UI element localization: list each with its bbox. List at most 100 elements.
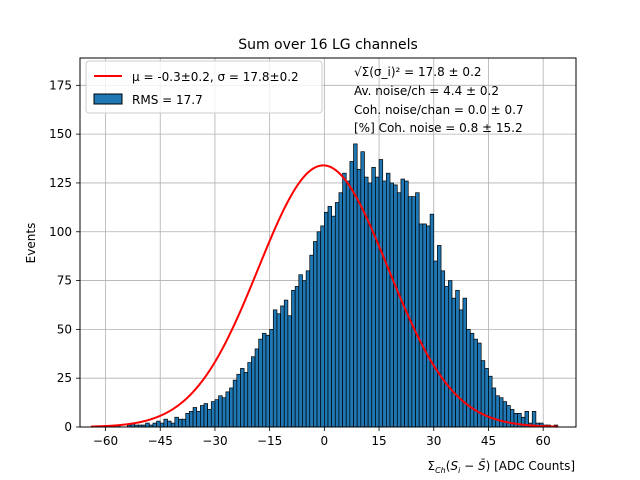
y-tick-label: 150 — [49, 127, 72, 141]
x-axis-ticks: −60 −45 −30 −15 0 15 30 45 60 — [93, 427, 551, 448]
histogram-bar — [334, 202, 340, 428]
histogram-bar — [218, 395, 223, 428]
y-tick-label: 175 — [49, 78, 72, 92]
histogram-bar — [305, 270, 311, 428]
histogram-bar — [232, 379, 238, 428]
histogram-bar — [360, 151, 365, 428]
x-tick-label: −30 — [202, 434, 227, 448]
x-axis-label: ΣCh(Si − S̄) [ADC Counts] — [428, 459, 576, 475]
histogram-bar — [353, 143, 358, 428]
x-tick-label: −15 — [257, 434, 282, 448]
legend: μ = -0.3±0.2, σ = 17.8±0.2 RMS = 17.7 — [85, 60, 323, 114]
annotation-average-noise: Av. noise/ch = 4.4 ± 0.2 — [354, 84, 499, 98]
histogram-bar — [469, 332, 475, 428]
histogram-bar — [477, 342, 482, 428]
histogram-bar — [396, 192, 402, 428]
histogram-bar — [440, 270, 446, 428]
histogram-bar — [272, 309, 278, 428]
histogram-bar — [240, 368, 245, 428]
y-tick-label: 0 — [64, 420, 72, 434]
histogram-bar — [426, 225, 431, 428]
histogram-bar — [316, 231, 322, 428]
histogram-bar — [320, 225, 325, 428]
histogram-bar — [229, 387, 234, 428]
histogram-bar — [174, 416, 179, 428]
histogram-bars — [116, 143, 559, 428]
histogram-bar — [437, 245, 442, 428]
annotation-block: √Σ(σ_i)² = 17.8 ± 0.2 Av. noise/ch = 4.4… — [354, 65, 524, 135]
histogram-bar — [207, 409, 212, 428]
histogram-bar — [247, 362, 252, 428]
histogram-bar — [167, 420, 172, 428]
histogram-bar — [455, 289, 460, 428]
histogram-bar — [225, 391, 230, 428]
histogram-bar — [200, 405, 205, 428]
x-tick-label: 15 — [371, 434, 386, 448]
histogram-bar — [411, 196, 416, 428]
histogram-bar — [356, 168, 362, 428]
histogram-bar — [294, 286, 300, 428]
plot-area: −60 −45 −30 −15 0 15 30 45 60 0 25 50 75 100 125 150 17… — [49, 57, 577, 448]
histogram-bar — [243, 371, 249, 428]
histogram-bar — [170, 422, 176, 428]
histogram-bar — [313, 241, 318, 428]
histogram-bar — [407, 196, 413, 428]
histogram-bar — [462, 297, 467, 428]
annotation-coherent-percent: [%] Coh. noise = 0.8 ± 15.2 — [354, 121, 523, 135]
histogram-bar — [466, 329, 471, 428]
histogram-bar — [214, 399, 219, 428]
histogram-bar — [163, 418, 168, 428]
x-tick-label: 45 — [481, 434, 496, 448]
y-axis-ticks: 0 25 50 75 100 125 150 175 — [49, 78, 80, 434]
histogram-bar — [451, 297, 456, 428]
histogram-bar — [262, 332, 267, 428]
x-tick-label: −45 — [148, 434, 173, 448]
histogram-bar — [196, 411, 201, 428]
y-tick-label: 100 — [49, 225, 72, 239]
histogram-bar — [480, 360, 486, 428]
histogram-bar — [302, 280, 307, 428]
histogram-bar — [393, 184, 398, 428]
x-tick-label: 30 — [426, 434, 441, 448]
y-tick-label: 125 — [49, 176, 72, 190]
x-axis-label-sigma: Σ — [428, 459, 436, 473]
histogram-bar — [371, 166, 376, 428]
histogram-bar — [159, 422, 165, 428]
histogram-bar — [254, 348, 260, 428]
histogram-bar — [418, 223, 424, 428]
histogram-bar — [210, 401, 216, 428]
histogram-bar — [422, 223, 427, 428]
histogram-bar — [203, 403, 208, 428]
x-axis-label-sub: Ch — [435, 466, 446, 475]
histogram-bar — [298, 274, 303, 428]
histogram-bar — [375, 176, 380, 428]
histogram-bar — [367, 182, 373, 428]
legend-fit-label: μ = -0.3±0.2, σ = 17.8±0.2 — [132, 70, 299, 84]
x-tick-label: −60 — [93, 434, 118, 448]
histogram-bar — [185, 412, 190, 428]
histogram-bar — [265, 334, 270, 428]
histogram-bar — [324, 211, 329, 428]
histogram-bar — [221, 397, 227, 428]
histogram-bar — [378, 159, 384, 428]
histogram-bar — [309, 254, 314, 428]
fit-curve — [90, 164, 558, 428]
legend-histogram-label: RMS = 17.7 — [132, 93, 203, 107]
histogram-bar — [499, 397, 504, 428]
histogram-bar — [236, 373, 241, 428]
histogram-bar — [251, 356, 256, 428]
histogram-bar — [338, 192, 343, 428]
plot-frame — [79, 57, 577, 428]
histogram-bar — [189, 411, 194, 428]
histogram-bar — [473, 338, 478, 428]
histogram-bar — [192, 407, 198, 428]
histogram-bar — [342, 172, 347, 428]
histogram-bar — [178, 418, 183, 428]
histogram-bar — [433, 260, 438, 428]
histogram-bar — [145, 422, 150, 428]
histogram-bar — [280, 305, 285, 428]
histogram-bar — [287, 315, 292, 428]
histogram-bar — [495, 395, 500, 428]
legend-histogram-swatch — [93, 93, 123, 105]
y-axis-label: Events — [24, 223, 38, 264]
